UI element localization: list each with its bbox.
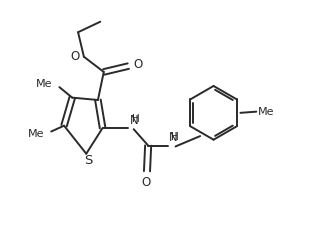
Text: N: N bbox=[130, 114, 139, 127]
Text: O: O bbox=[71, 50, 80, 63]
Text: O: O bbox=[141, 176, 151, 189]
Text: Me: Me bbox=[36, 79, 52, 89]
Text: N: N bbox=[169, 131, 178, 144]
Text: S: S bbox=[84, 154, 92, 167]
Text: H: H bbox=[171, 132, 179, 142]
Text: Me: Me bbox=[28, 129, 44, 139]
Text: Me: Me bbox=[257, 107, 274, 117]
Text: H: H bbox=[132, 114, 140, 124]
Text: O: O bbox=[133, 59, 142, 71]
